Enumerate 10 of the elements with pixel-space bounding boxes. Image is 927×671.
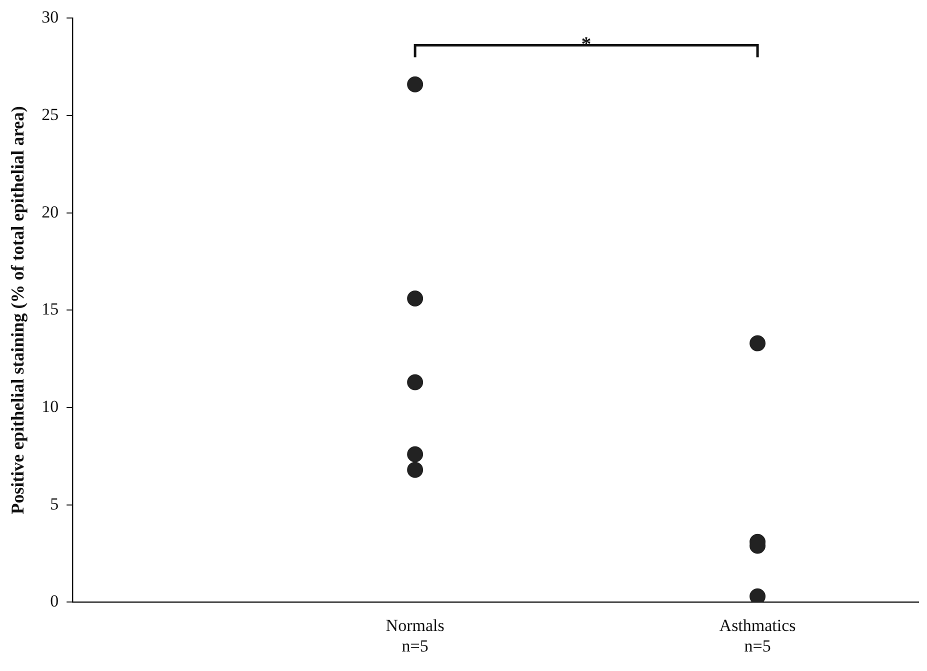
- y-tick-label: 15: [42, 300, 59, 319]
- y-tick-label: 10: [42, 397, 59, 416]
- x-tick-label: Normals n=5: [386, 616, 444, 656]
- x-tick-label: Asthmatics n=5: [719, 616, 796, 656]
- y-tick-label: 25: [42, 105, 59, 124]
- y-tick-label: 20: [42, 202, 59, 222]
- y-axis-title: Positive epithelial staining (% of total epithelial area): [7, 106, 28, 514]
- y-tick-label: 30: [42, 8, 59, 27]
- y-tick-label: 0: [50, 592, 59, 611]
- y-tick-label: 5: [50, 494, 59, 514]
